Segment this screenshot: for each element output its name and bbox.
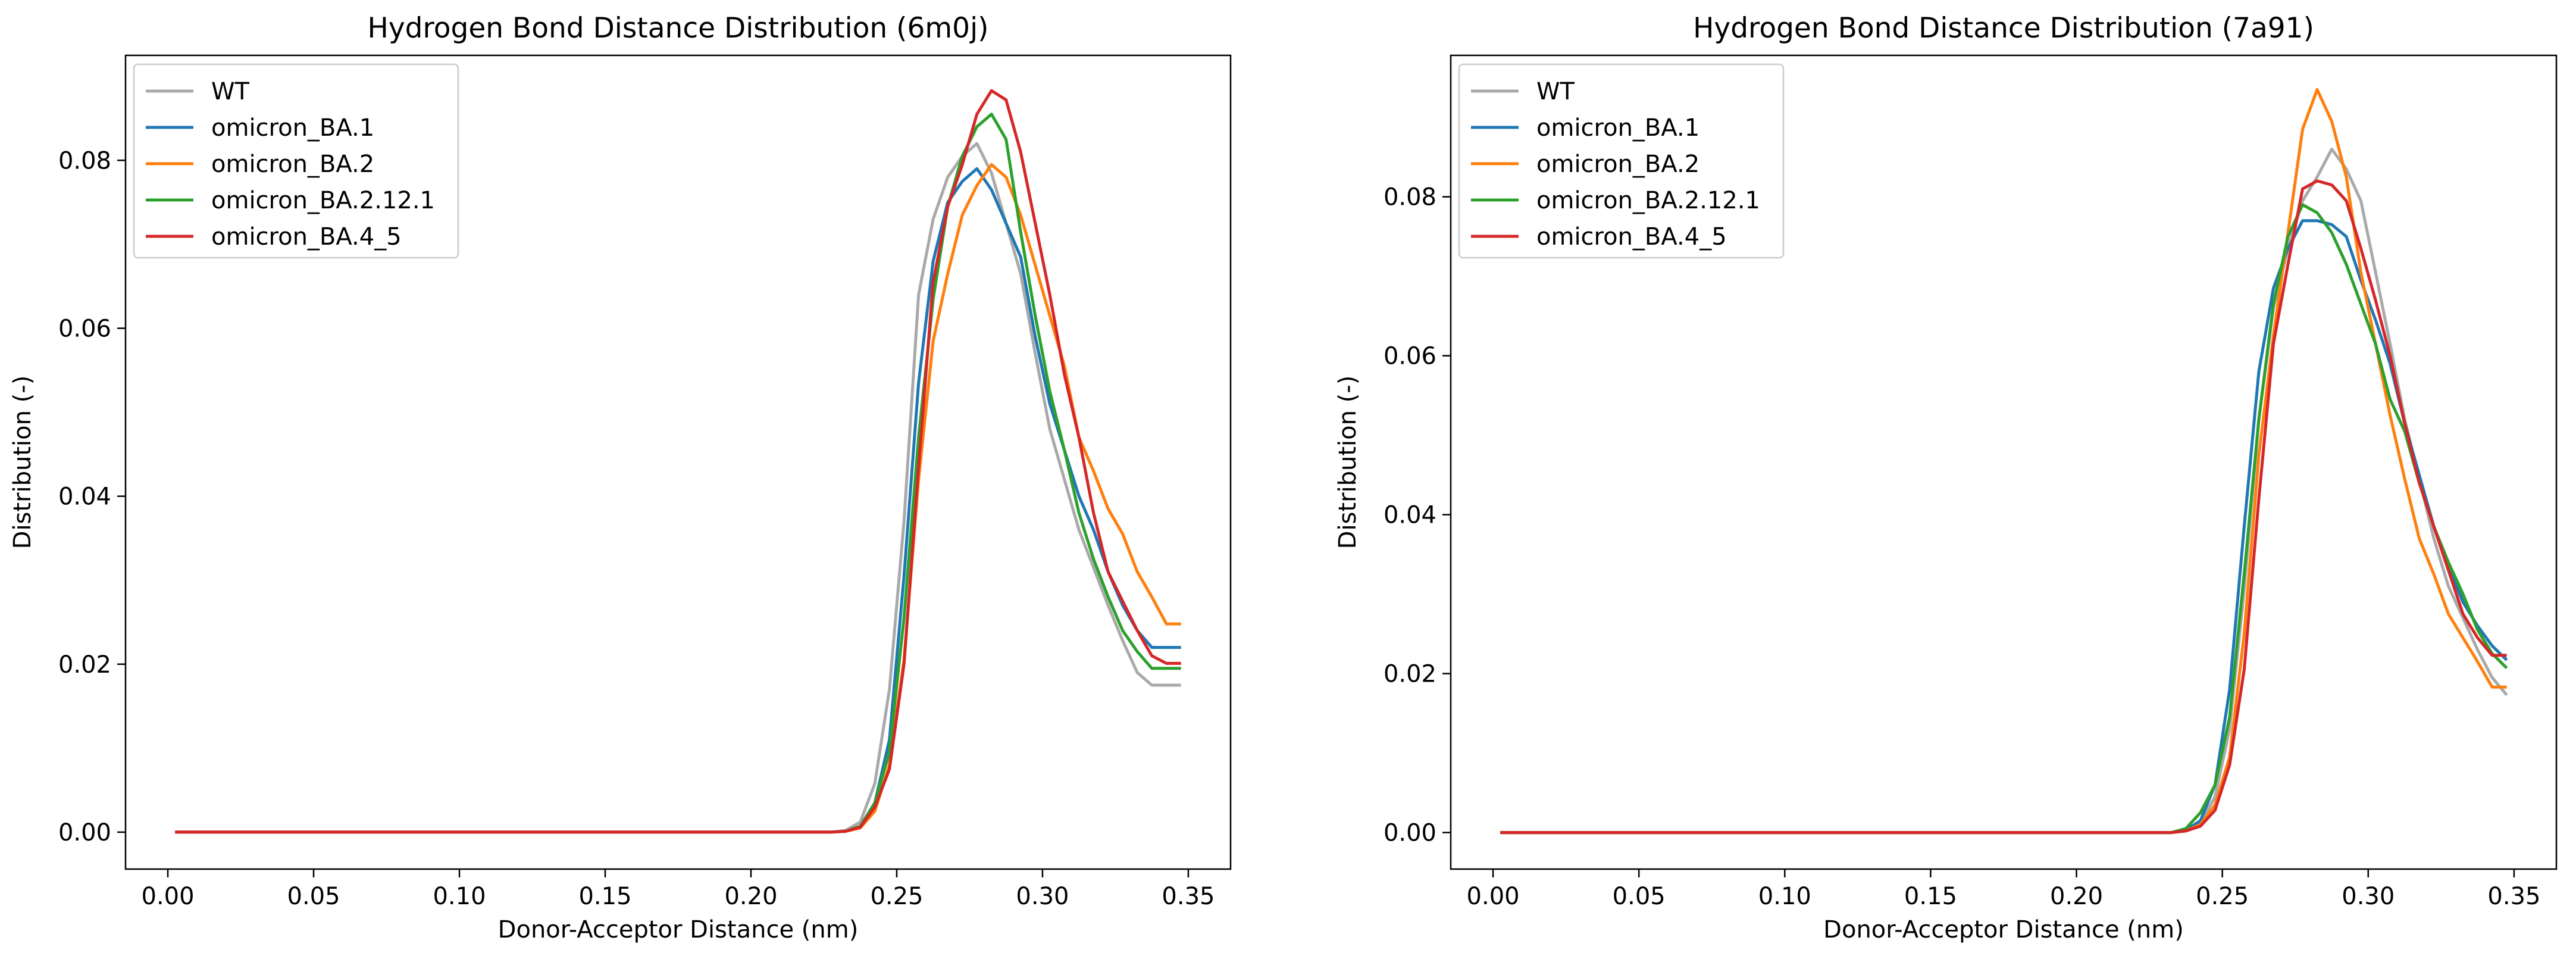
legend: WT omicron_BA.1 omicron_BA.2 omicron_BA.2.1… — [1458, 63, 1785, 259]
plot-frame — [1450, 54, 2558, 870]
chart-title: Hydrogen Bond Distance Distribution (7a9… — [1693, 12, 2314, 45]
y-tick-label: 0.02 — [1384, 661, 1436, 688]
legend-box — [133, 63, 459, 259]
x-tick-label: 0.00 — [142, 883, 195, 910]
y-tick-label: 0.04 — [1384, 502, 1436, 529]
x-axis-ticks: 0.00 0.05 0.10 0.15 0.20 0.25 0.30 0.35 — [1467, 869, 2540, 910]
x-axis-label: Donor-Acceptor Distance (nm) — [1823, 916, 2184, 943]
plot-frame — [124, 54, 1232, 870]
x-tick-label: 0.20 — [2050, 883, 2103, 910]
x-tick-label: 0.15 — [1904, 883, 1957, 910]
y-tick-label: 0.06 — [1384, 343, 1436, 370]
x-tick-label: 0.05 — [287, 883, 340, 910]
x-tick-label: 0.05 — [1613, 883, 1666, 910]
y-axis-label: Distribution (-) — [1334, 376, 1361, 549]
legend-label: omicron_BA.4_5 — [1536, 223, 1727, 251]
x-axis-ticks: 0.00 0.05 0.10 0.15 0.20 0.25 0.30 0.35 — [142, 869, 1215, 910]
y-tick-label: 0.02 — [58, 651, 111, 679]
x-axis-label: Donor-Acceptor Distance (nm) — [498, 916, 859, 943]
series-lines — [1500, 88, 2508, 835]
x-tick-label: 0.30 — [2342, 883, 2395, 910]
chart-panel-7a91: Hydrogen Bond Distance Distribution (7a9… — [1334, 12, 2558, 943]
series-line-omicron-ba-4-5 — [1500, 179, 2507, 835]
legend-label: omicron_BA.1 — [1536, 114, 1699, 142]
legend-label: omicron_BA.2 — [211, 151, 374, 178]
series-lines — [175, 89, 1181, 834]
legend-label: omicron_BA.1 — [211, 114, 374, 142]
x-tick-label: 0.35 — [1162, 883, 1215, 910]
x-tick-label: 0.10 — [433, 883, 486, 910]
y-axis-ticks: 0.00 0.02 0.04 0.06 0.08 — [58, 147, 126, 846]
legend-label: WT — [1536, 78, 1575, 105]
legend: WT omicron_BA.1 omicron_BA.2 omicron_BA.2.1… — [133, 63, 459, 259]
x-tick-label: 0.25 — [2196, 883, 2249, 910]
series-line-omicron-ba-4-5 — [175, 89, 1181, 834]
y-tick-label: 0.08 — [58, 147, 111, 174]
y-tick-label: 0.08 — [1384, 184, 1436, 211]
chart-title: Hydrogen Bond Distance Distribution (6m0… — [368, 12, 989, 45]
legend-label: omicron_BA.4_5 — [211, 223, 402, 251]
chart-panel-6m0j: Hydrogen Bond Distance Distribution (6m0… — [9, 12, 1232, 943]
y-axis-label: Distribution (-) — [9, 376, 36, 549]
x-tick-label: 0.15 — [578, 883, 631, 910]
legend-label: omicron_BA.2 — [1536, 151, 1699, 178]
x-tick-label: 0.30 — [1016, 883, 1069, 910]
y-tick-label: 0.00 — [58, 819, 111, 846]
x-tick-label: 0.25 — [870, 883, 923, 910]
x-tick-label: 0.00 — [1467, 883, 1520, 910]
x-tick-label: 0.10 — [1758, 883, 1811, 910]
legend-box — [1458, 63, 1785, 259]
x-tick-label: 0.35 — [2487, 883, 2540, 910]
y-tick-label: 0.00 — [1384, 820, 1436, 847]
x-tick-label: 0.20 — [724, 883, 777, 910]
y-tick-label: 0.04 — [58, 483, 111, 511]
legend-label: omicron_BA.2.12.1 — [1536, 187, 1760, 214]
legend-label: omicron_BA.2.12.1 — [211, 187, 435, 214]
legend-label: WT — [211, 78, 250, 105]
y-tick-label: 0.06 — [58, 315, 111, 342]
y-axis-ticks: 0.00 0.02 0.04 0.06 0.08 — [1384, 184, 1451, 847]
